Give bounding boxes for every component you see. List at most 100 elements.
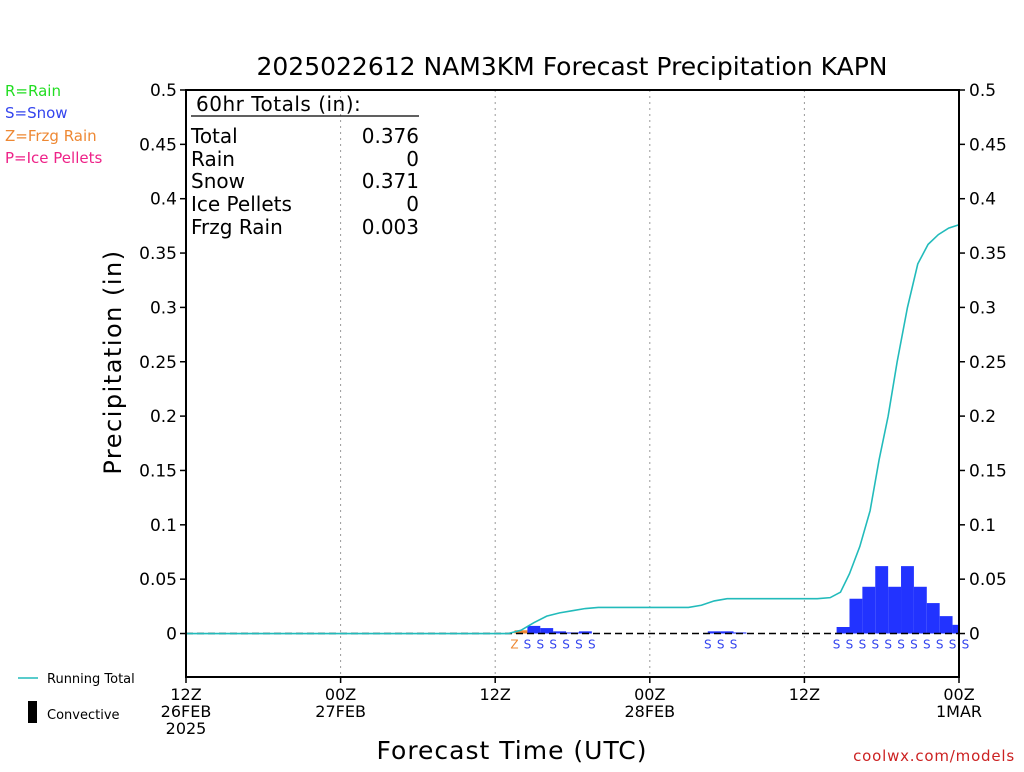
legend-rain: R=Rain xyxy=(5,82,61,100)
y-tick-label: 0.4 xyxy=(969,190,996,210)
precip-type-marker: S xyxy=(833,638,841,652)
precip-type-marker: S xyxy=(562,638,570,652)
precip-bar xyxy=(527,625,541,634)
legend-freezing-rain: Z=Frzg Rain xyxy=(5,127,97,145)
totals-ice-pellets-value: 0 xyxy=(406,192,419,216)
x-tick-label: 00Z xyxy=(325,685,356,704)
legend-snow: S=Snow xyxy=(5,104,68,122)
precip-bar xyxy=(707,631,721,634)
x-tick-label: 27FEB xyxy=(315,702,366,721)
x-axis-label: Forecast Time (UTC) xyxy=(377,736,648,765)
y-tick-label: 0.15 xyxy=(139,461,177,481)
totals-frzg-rain-label: Frzg Rain xyxy=(191,215,283,239)
y-tick-label: 0.05 xyxy=(139,570,177,590)
running-total-line xyxy=(186,224,960,635)
precip-type-marker: S xyxy=(524,638,532,652)
totals-total-value: 0.376 xyxy=(362,124,419,148)
totals-snow-value: 0.371 xyxy=(362,169,419,193)
y-tick-label: 0.45 xyxy=(969,135,1007,155)
y-tick-label: 0.2 xyxy=(969,407,996,427)
y-tick-label: 0.35 xyxy=(139,244,177,264)
chart-title: 2025022612 NAM3KM Forecast Precipitation… xyxy=(257,52,888,81)
precip-bar xyxy=(540,628,554,634)
precip-type-marker: S xyxy=(923,638,931,652)
running-total-legend-label: Running Total xyxy=(47,672,135,687)
precip-type-marker: S xyxy=(962,638,970,652)
precip-type-marker: S xyxy=(897,638,905,652)
y-tick-label: 0.4 xyxy=(150,190,177,210)
precip-type-marker: S xyxy=(859,638,867,652)
y-axis-label: Precipitation (in) xyxy=(99,249,127,474)
precip-bar xyxy=(849,598,863,634)
precip-bars xyxy=(514,566,959,634)
y-axis-right: 0 0.05 0.1 0.15 0.2 0.25 0.3 0.35 0.4 0.45 0.5 xyxy=(959,81,1007,645)
credit-text: coolwx.com/models xyxy=(853,747,1015,765)
x-tick-label: 12Z xyxy=(789,685,820,704)
y-tick-label: 0.1 xyxy=(150,516,177,536)
y-tick-label: 0.15 xyxy=(969,461,1007,481)
precip-type-marker: S xyxy=(730,638,738,652)
y-tick-label: 0.45 xyxy=(139,135,177,155)
y-tick-label: 0 xyxy=(969,625,980,645)
grid-lines xyxy=(340,90,805,677)
precip-bar xyxy=(836,626,850,634)
y-tick-label: 0.35 xyxy=(969,244,1007,264)
precip-bar xyxy=(901,566,914,634)
precip-bar xyxy=(875,566,889,634)
precip-type-marker: S xyxy=(717,638,725,652)
y-tick-label: 0.25 xyxy=(969,353,1007,373)
precip-bar xyxy=(888,586,902,634)
line-legend: Running Total Convective xyxy=(18,672,135,723)
totals-snow-label: Snow xyxy=(191,169,245,193)
precip-bar xyxy=(514,630,528,634)
precip-bar xyxy=(553,631,567,634)
precip-bar xyxy=(952,624,959,634)
precip-type-marker: S xyxy=(871,638,879,652)
precip-type-marker: S xyxy=(910,638,918,652)
precip-type-marker: Z xyxy=(510,638,518,652)
totals-rain-label: Rain xyxy=(191,147,235,171)
y-tick-label: 0.2 xyxy=(150,407,177,427)
precip-bar xyxy=(720,631,734,634)
totals-header: 60hr Totals (in): xyxy=(196,92,361,116)
x-tick-label: 2025 xyxy=(166,719,207,738)
precip-type-marker: S xyxy=(846,638,854,652)
precip-type-marker: S xyxy=(588,638,596,652)
precip-type-marker: S xyxy=(949,638,957,652)
y-tick-label: 0 xyxy=(166,625,177,645)
totals-ice-pellets-label: Ice Pellets xyxy=(191,192,292,216)
convective-legend-swatch xyxy=(28,701,37,723)
y-tick-label: 0.3 xyxy=(150,298,177,318)
precip-bar xyxy=(578,631,592,634)
convective-legend-label: Convective xyxy=(47,708,120,723)
totals-rain-value: 0 xyxy=(406,147,419,171)
precip-type-marker: S xyxy=(536,638,544,652)
precip-type-marker: S xyxy=(936,638,944,652)
precip-type-marker: S xyxy=(704,638,712,652)
x-tick-label: 12Z xyxy=(480,685,511,704)
precip-type-marker: S xyxy=(549,638,557,652)
x-tick-label: 00Z xyxy=(943,685,974,704)
y-tick-label: 0.25 xyxy=(139,353,177,373)
y-axis-left: 0 0.05 0.1 0.15 0.2 0.25 0.3 0.35 0.4 0.45 0.5 xyxy=(139,81,186,645)
y-tick-label: 0.3 xyxy=(969,298,996,318)
x-tick-label: 26FEB xyxy=(161,702,212,721)
x-tick-label: 1MAR xyxy=(936,702,982,721)
totals-frzg-rain-value: 0.003 xyxy=(362,215,419,239)
precip-bar xyxy=(939,616,953,634)
precip-bar xyxy=(862,586,876,634)
totals-total-label: Total xyxy=(190,124,238,148)
x-tick-label: 12Z xyxy=(170,685,201,704)
y-tick-label: 0.1 xyxy=(969,516,996,536)
plot-frame xyxy=(185,89,960,678)
type-legend: R=Rain S=Snow Z=Frzg Rain P=Ice Pellets xyxy=(5,82,102,167)
totals-box: 60hr Totals (in): Total 0.376 Rain 0 Sno… xyxy=(190,92,419,239)
y-tick-label: 0.05 xyxy=(969,570,1007,590)
precip-bar xyxy=(913,586,927,634)
y-tick-label: 0.5 xyxy=(150,81,177,101)
precip-type-marker: S xyxy=(884,638,892,652)
